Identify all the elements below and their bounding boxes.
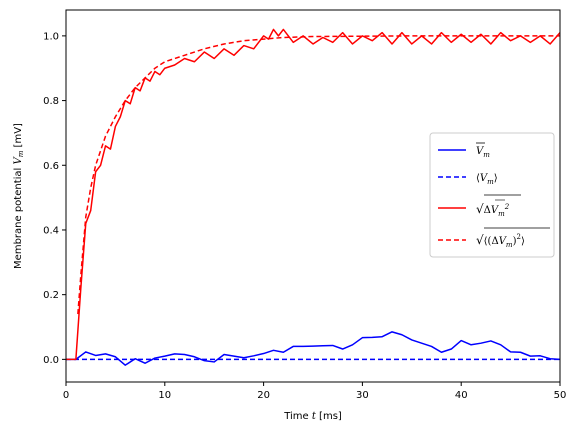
plot-frame xyxy=(65,9,561,383)
legend: Vm ⟨Vm⟩ √ΔVm2 √⟨(ΔVm)2⟩ xyxy=(429,132,555,258)
x-axis: 0 10 20 30 40 50 xyxy=(63,382,567,401)
x-tick-label-0: 0 xyxy=(63,390,69,401)
legend-label-rms-sample: √ΔVm2 xyxy=(476,202,510,218)
x-axis-label: Time t [ms] xyxy=(283,411,342,422)
series-layer xyxy=(66,28,561,366)
x-tick-label-1: 10 xyxy=(158,390,171,401)
y-axis-label: Membrane potential Vm [mV] xyxy=(13,123,25,269)
y-tick-label-5: 1.0 xyxy=(43,31,59,42)
y-tick-label-1: 0.2 xyxy=(43,290,59,301)
y-tick-label-0: 0.0 xyxy=(43,355,59,366)
series-line-2 xyxy=(66,28,561,361)
series-line-3 xyxy=(77,35,560,315)
x-tick-label-4: 40 xyxy=(455,390,468,401)
x-tick-label-5: 50 xyxy=(554,390,567,401)
series-line-0 xyxy=(66,331,561,366)
y-tick-label-4: 0.8 xyxy=(43,96,59,107)
x-tick-label-3: 30 xyxy=(356,390,369,401)
x-tick-label-2: 20 xyxy=(257,390,270,401)
legend-label-rms-expected: √⟨(ΔVm)2⟩ xyxy=(476,233,525,249)
y-tick-label-3: 0.6 xyxy=(43,161,59,172)
y-tick-label-2: 0.4 xyxy=(43,225,59,236)
y-axis: 0.0 0.2 0.4 0.6 0.8 1.0 xyxy=(43,31,66,366)
legend-item-rms-expected: √⟨(ΔVm)2⟩ xyxy=(438,227,550,249)
